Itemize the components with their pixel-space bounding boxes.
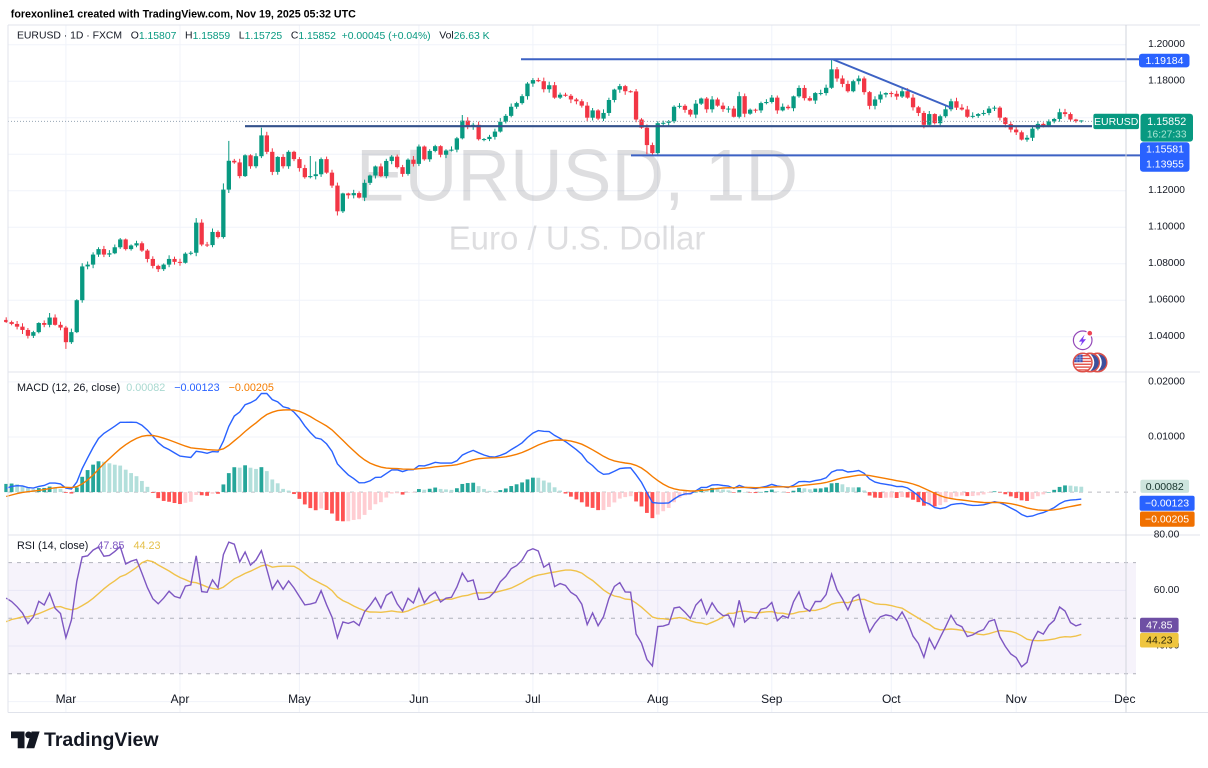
svg-text:44.23: 44.23 — [1146, 635, 1172, 647]
svg-text:Mar: Mar — [56, 692, 77, 706]
svg-text:1.19184: 1.19184 — [1146, 55, 1184, 67]
svg-text:EURUSD, 1D: EURUSD, 1D — [356, 136, 798, 217]
svg-text:1.15581: 1.15581 — [1146, 144, 1184, 156]
svg-text:May: May — [288, 692, 311, 706]
svg-text:60.00: 60.00 — [1154, 585, 1180, 596]
svg-text:1.04000: 1.04000 — [1148, 331, 1185, 342]
svg-text:MACD (12, 26, close) 0.00082: MACD (12, 26, close) 0.00082 −0.00123 −0… — [17, 382, 274, 394]
svg-text:Jun: Jun — [409, 692, 428, 706]
svg-text:Sep: Sep — [761, 692, 783, 706]
svg-text:16:27:33: 16:27:33 — [1147, 129, 1187, 140]
svg-text:0.01000: 0.01000 — [1148, 432, 1185, 443]
svg-text:1.08000: 1.08000 — [1148, 258, 1185, 269]
svg-text:1.18000: 1.18000 — [1148, 76, 1185, 87]
svg-text:1.06000: 1.06000 — [1148, 295, 1185, 306]
svg-text:EURUSD: EURUSD — [1094, 116, 1139, 128]
svg-text:1.12000: 1.12000 — [1148, 185, 1185, 196]
svg-text:0.02000: 0.02000 — [1148, 376, 1185, 387]
svg-text:0.00082: 0.00082 — [1146, 481, 1184, 493]
svg-text:1.15852: 1.15852 — [1147, 116, 1186, 128]
svg-text:TradingView: TradingView — [44, 729, 159, 751]
svg-text:EURUSD · 1D · FXCM O1.15807: EURUSD · 1D · FXCM O1.15807 H1.15859 L1.… — [17, 31, 490, 42]
svg-text:−0.00123: −0.00123 — [1145, 498, 1189, 510]
svg-text:1.20000: 1.20000 — [1148, 39, 1185, 50]
svg-text:Oct: Oct — [882, 692, 901, 706]
svg-text:forexonline1 created with Trad: forexonline1 created with TradingView.co… — [11, 8, 356, 20]
svg-text:80.00: 80.00 — [1154, 529, 1180, 540]
svg-text:Jul: Jul — [525, 692, 540, 706]
svg-text:1.13955: 1.13955 — [1146, 159, 1184, 171]
svg-text:Aug: Aug — [647, 692, 668, 706]
svg-text:Nov: Nov — [1006, 692, 1027, 706]
svg-text:1.10000: 1.10000 — [1148, 222, 1185, 233]
svg-text:Apr: Apr — [171, 692, 190, 706]
svg-text:−0.00205: −0.00205 — [1145, 514, 1189, 526]
svg-text:RSI (14, close) 47.85 44.2: RSI (14, close) 47.85 44.23 — [17, 540, 160, 552]
svg-text:47.85: 47.85 — [1146, 619, 1172, 631]
svg-text:Euro / U.S. Dollar: Euro / U.S. Dollar — [449, 220, 706, 257]
svg-text:Dec: Dec — [1114, 692, 1135, 706]
